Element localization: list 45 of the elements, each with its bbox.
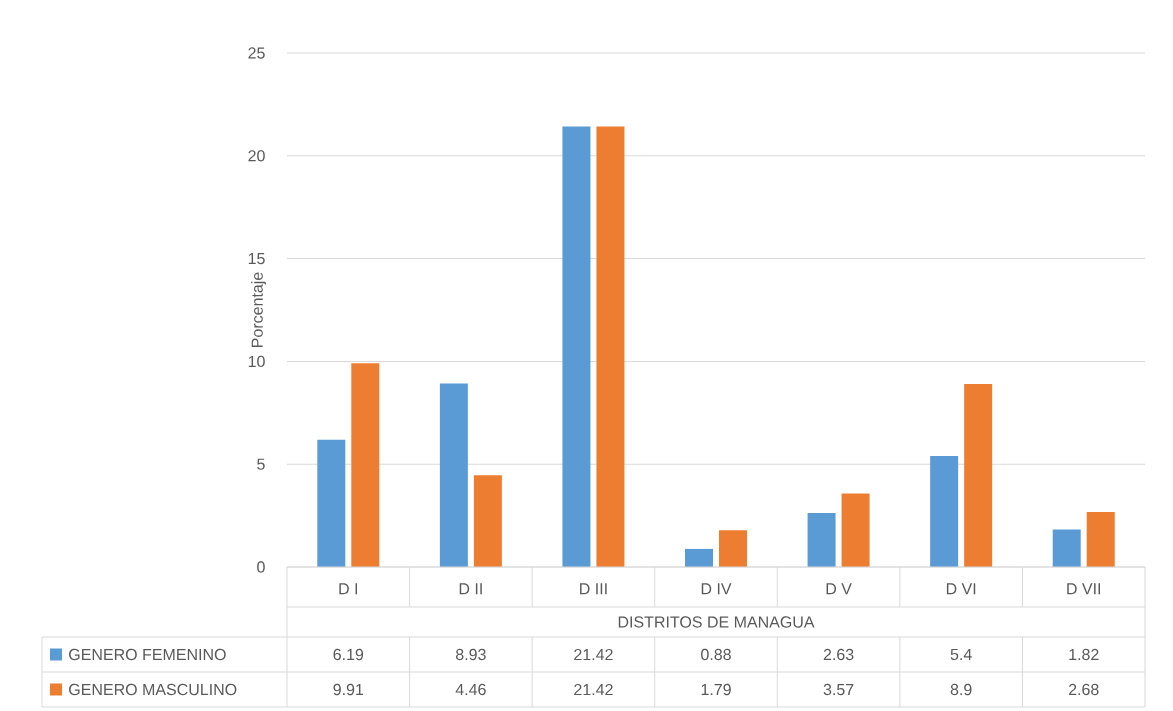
y-tick-label: 25	[248, 47, 265, 59]
y-axis-title: Porcentaje	[251, 272, 267, 347]
data-label: 6.19	[333, 648, 364, 661]
bar	[1052, 529, 1081, 567]
bar	[317, 439, 346, 567]
y-tick-label: 10	[248, 355, 265, 368]
x-tick-label: D VII	[1067, 583, 1101, 595]
bar	[807, 512, 836, 567]
bar	[841, 493, 870, 567]
x-tick-label: D III	[580, 583, 607, 595]
bar	[930, 455, 959, 567]
data-label: 9.91	[333, 683, 364, 696]
data-label: 1.79	[701, 683, 731, 696]
bar	[439, 383, 468, 567]
data-label: 5.4	[950, 648, 972, 661]
data-label: 21.42	[574, 648, 613, 661]
y-tick-label: 20	[248, 150, 265, 162]
x-tick-label: D I	[339, 583, 358, 595]
bar	[351, 363, 380, 567]
y-tick-label: 15	[248, 253, 265, 265]
data-label: 1.82	[1069, 648, 1099, 661]
data-label: 21.42	[574, 683, 613, 696]
x-tick-label: D II	[459, 583, 482, 595]
data-label: 2.68	[1068, 683, 1099, 696]
data-label: 8.9	[950, 683, 972, 696]
bar	[473, 475, 502, 567]
data-label: 4.46	[455, 683, 486, 696]
bar	[1086, 511, 1115, 567]
legend-label: GENERO FEMENINO	[69, 648, 226, 661]
x-tick-label: D VI	[946, 583, 976, 595]
y-tick-label: 0	[257, 561, 265, 573]
data-label: 2.63	[823, 648, 854, 661]
x-axis-title: DISTRITOS DE MANAGUA	[618, 616, 815, 628]
bar	[596, 126, 625, 567]
data-label: 0.88	[701, 648, 731, 661]
legend-label: GENERO MASCULINO	[69, 683, 237, 696]
y-tick-label: 5	[257, 458, 265, 470]
bar	[562, 126, 591, 567]
bar	[964, 384, 993, 567]
bar	[685, 548, 714, 567]
x-tick-label: D V	[826, 583, 852, 595]
bar	[719, 530, 748, 567]
x-tick-label: D IV	[701, 583, 732, 595]
data-label: 8.93	[455, 648, 486, 661]
data-label: 3.57	[823, 683, 854, 696]
